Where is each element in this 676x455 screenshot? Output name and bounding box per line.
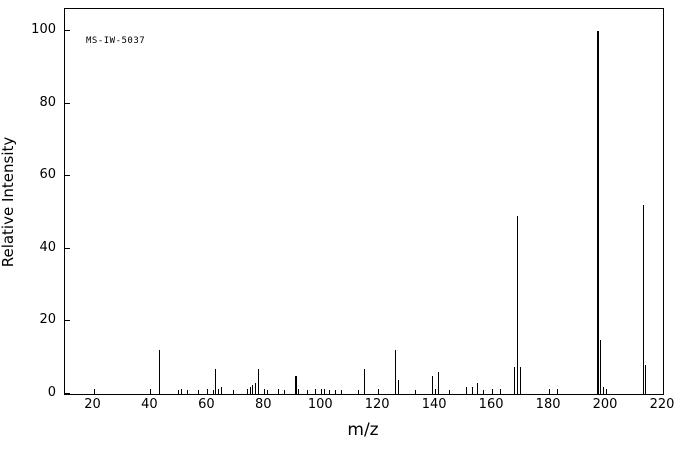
peak-mz-155: [477, 383, 479, 394]
peak-mz-101: [323, 388, 325, 394]
peak-mz-50: [178, 390, 180, 394]
x-axis-tick-label: 80: [255, 397, 272, 412]
peak-mz-63: [215, 368, 217, 394]
peak-mz-145: [448, 390, 450, 394]
y-axis-title: Relative Intensity: [0, 136, 17, 268]
peak-mz-151: [466, 386, 467, 394]
y-axis-tick-label: 100: [31, 22, 56, 37]
y-axis-tick-label: 40: [39, 239, 56, 255]
y-axis-tick-label: 80: [39, 94, 56, 110]
x-axis-tick: [378, 389, 380, 394]
peak-mz-197: [596, 31, 599, 394]
x-axis-title: m/z: [347, 420, 379, 440]
peak-mz-168: [514, 366, 516, 394]
x-axis-tick-label: 140: [421, 397, 447, 412]
peak-mz-87: [283, 390, 285, 394]
x-axis-tick: [207, 389, 209, 394]
peak-mz-126: [394, 350, 396, 394]
x-axis-tick-label: 20: [84, 397, 101, 412]
peak-mz-157: [483, 390, 485, 394]
peak-mz-139: [431, 375, 433, 394]
peak-mz-107: [340, 390, 342, 394]
peak-mz-95: [306, 390, 308, 394]
plot-area: [64, 8, 664, 395]
peak-mz-92: [298, 388, 299, 394]
peak-mz-75: [249, 386, 251, 394]
x-axis-tick: [435, 389, 437, 394]
x-axis-tick-label: 160: [478, 397, 504, 412]
x-axis-tick-label: 40: [141, 397, 158, 412]
peak-mz-214: [645, 365, 647, 394]
x-axis-tick: [93, 389, 95, 394]
peak-mz-64: [218, 388, 220, 394]
x-axis-tick: [321, 389, 323, 394]
x-axis-tick-label: 120: [364, 397, 390, 412]
peak-mz-76: [252, 384, 254, 394]
peak-mz-163: [500, 388, 502, 394]
peak-mz-170: [520, 366, 522, 394]
y-axis-tick: [65, 393, 70, 394]
x-axis-tick-label: 100: [307, 397, 333, 412]
peak-mz-115: [363, 368, 365, 394]
peak-mz-113: [357, 390, 359, 394]
y-axis-tick: [65, 247, 70, 249]
x-axis-tick-label: 60: [198, 397, 215, 412]
peak-mz-53: [186, 390, 188, 394]
peak-mz-98: [315, 388, 317, 394]
peak-mz-199: [602, 386, 604, 394]
x-axis-tick-label: 200: [592, 397, 618, 412]
peak-mz-57: [198, 390, 200, 394]
peak-mz-153: [471, 386, 473, 394]
peak-mz-169: [517, 216, 519, 394]
peak-mz-127: [397, 379, 399, 394]
y-axis-tick: [65, 320, 70, 322]
y-axis-tick: [65, 102, 70, 104]
y-axis-tick: [65, 30, 70, 31]
peak-mz-69: [232, 390, 234, 394]
x-axis-tick: [150, 389, 152, 394]
peak-mz-65: [221, 386, 223, 394]
peak-mz-133: [414, 390, 416, 394]
spectrum-id-label: MS-IW-5037: [86, 36, 146, 46]
peak-mz-198: [599, 339, 601, 394]
peak-mz-74: [246, 388, 248, 394]
peak-mz-105: [335, 390, 336, 394]
peak-mz-103: [329, 390, 331, 394]
peak-mz-78: [258, 368, 260, 394]
x-axis-tick: [264, 389, 266, 394]
x-axis-tick-label: 220: [649, 397, 675, 412]
peak-mz-91: [294, 375, 297, 394]
peak-mz-77: [255, 383, 257, 394]
peak-mz-85: [278, 388, 280, 394]
x-axis-tick: [663, 389, 664, 394]
peak-mz-43: [158, 350, 160, 394]
y-axis-tick-label: 0: [47, 385, 56, 400]
peak-mz-213: [642, 205, 644, 394]
x-axis-tick: [606, 389, 607, 394]
y-axis-tick-label: 60: [39, 167, 56, 183]
peak-mz-81: [266, 390, 268, 394]
peak-mz-183: [557, 388, 559, 394]
y-axis-tick: [65, 175, 70, 177]
peak-mz-141: [437, 372, 439, 394]
x-axis-tick: [492, 389, 494, 394]
peak-mz-62: [212, 390, 214, 394]
y-axis-tick-label: 20: [39, 312, 56, 328]
x-axis-tick-label: 180: [535, 397, 561, 412]
peak-mz-51: [181, 388, 183, 394]
x-axis-tick: [549, 389, 551, 394]
